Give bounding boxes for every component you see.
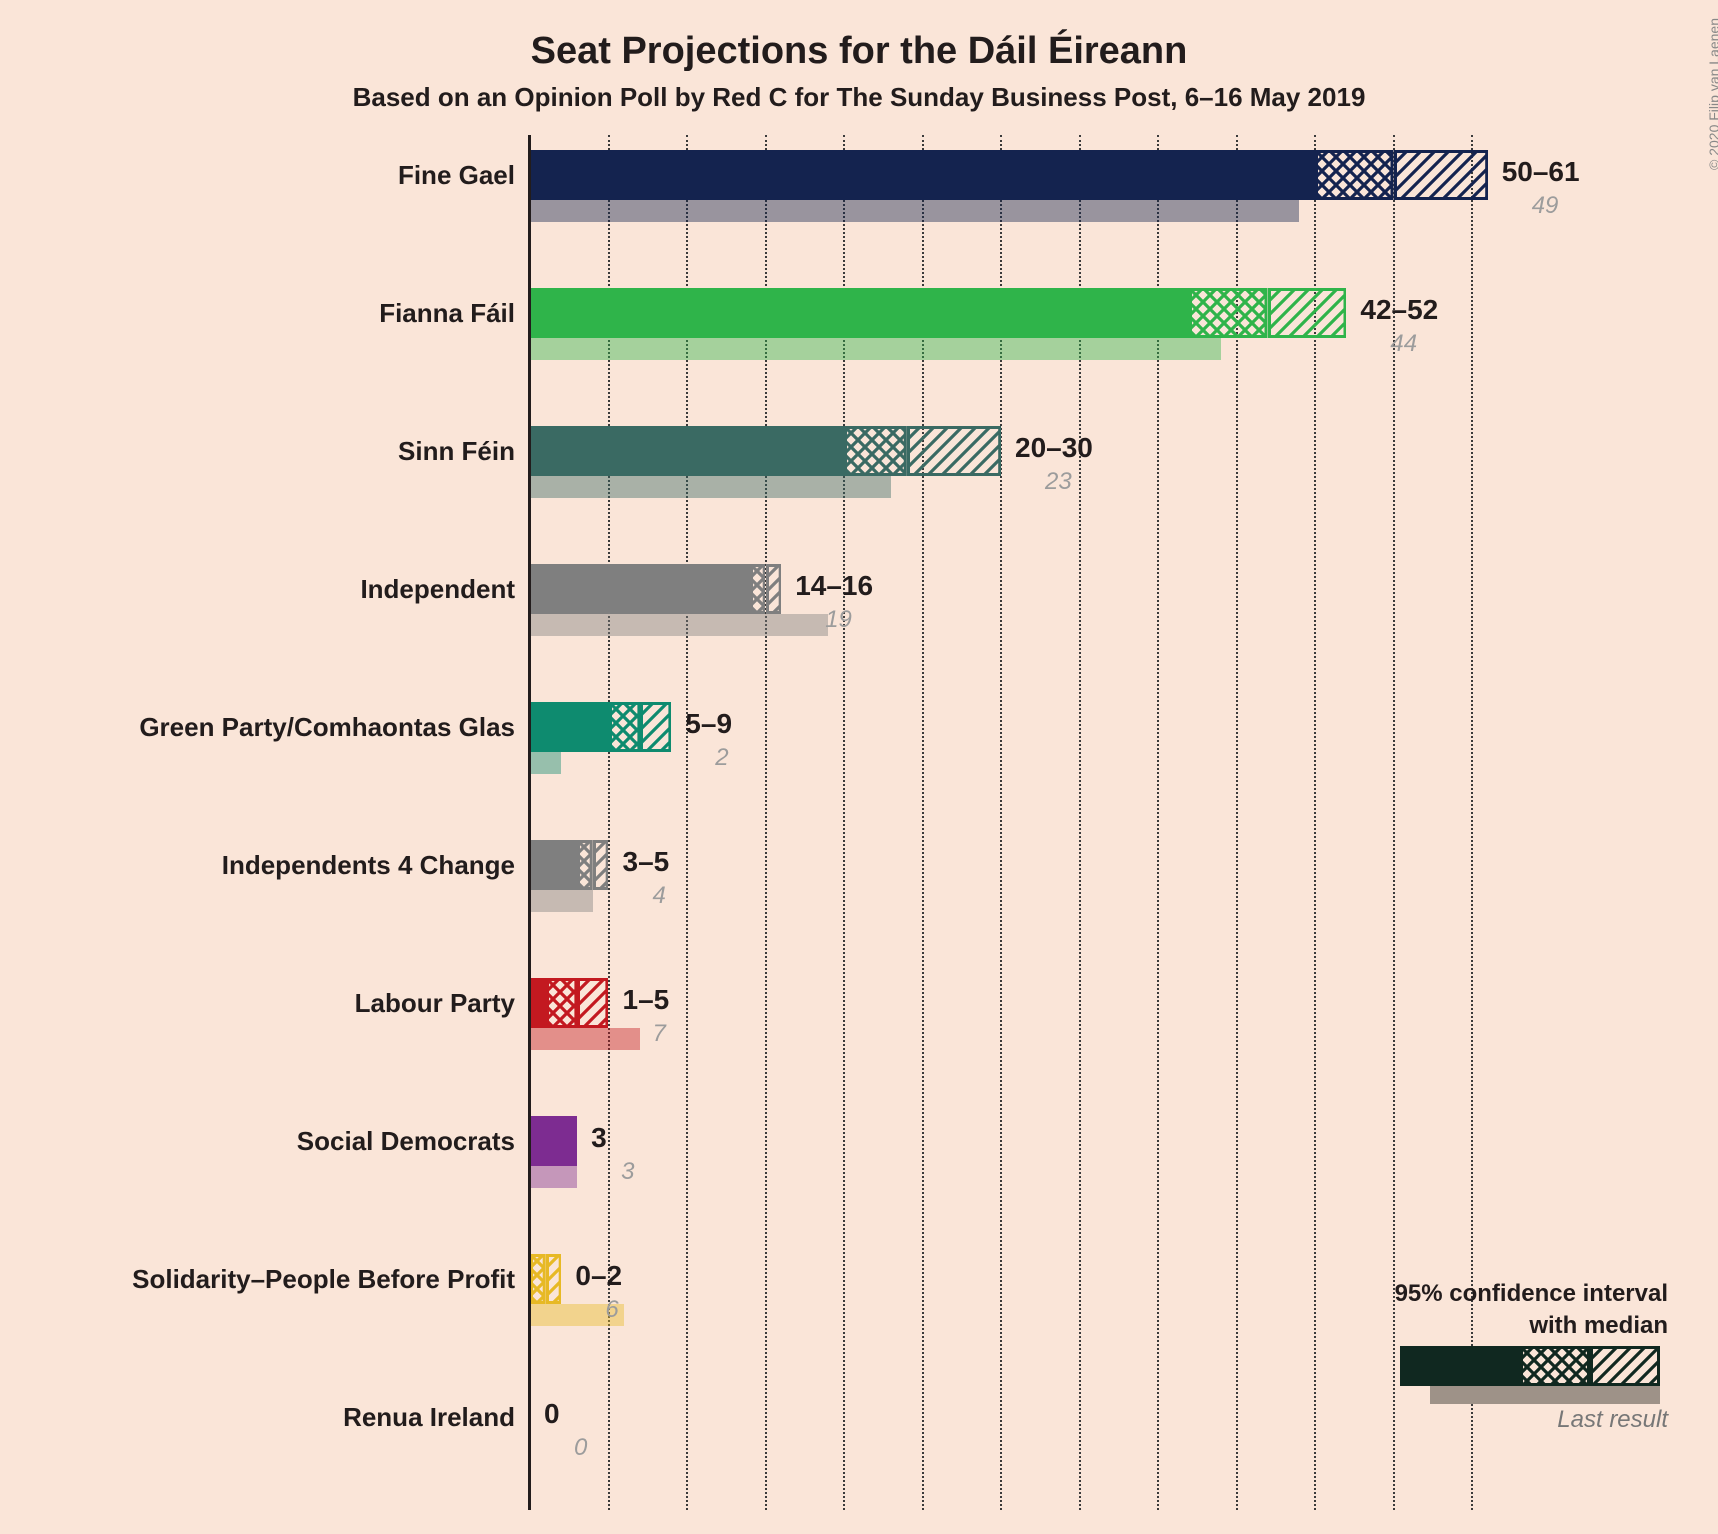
- party-label: Green Party/Comhaontas Glas: [0, 712, 515, 743]
- prev-label: 7: [653, 1020, 666, 1048]
- gridline: [1236, 135, 1238, 1510]
- party-label: Solidarity–People Before Profit: [0, 1264, 515, 1295]
- bar-previous: [530, 338, 1221, 360]
- gridline: [1314, 135, 1316, 1510]
- party-label: Social Democrats: [0, 1126, 515, 1157]
- prev-label: 0: [574, 1434, 587, 1462]
- legend-median-text: with median: [1529, 1312, 1668, 1340]
- range-label: 50–61: [1502, 156, 1580, 188]
- prev-label: 44: [1390, 330, 1417, 358]
- party-label: Fianna Fáil: [0, 298, 515, 329]
- bar-solid: [530, 1116, 577, 1166]
- range-label: 5–9: [685, 708, 732, 740]
- bar-solid: [530, 978, 546, 1028]
- range-label: 3–5: [623, 846, 670, 878]
- bar-solid: [530, 702, 609, 752]
- y-axis: [528, 135, 531, 1510]
- range-label: 1–5: [623, 984, 670, 1016]
- prev-label: 3: [621, 1158, 634, 1186]
- bar-previous: [530, 476, 891, 498]
- bar-previous: [530, 890, 593, 912]
- prev-label: 19: [825, 606, 852, 634]
- prev-label: 23: [1045, 468, 1072, 496]
- legend-prev-text: Last result: [1557, 1406, 1668, 1434]
- chart-subtitle: Based on an Opinion Poll by Red C for Th…: [0, 82, 1718, 113]
- legend-prev-icon: [1430, 1386, 1660, 1404]
- legend-solid-icon: [1400, 1346, 1520, 1386]
- range-label: 20–30: [1015, 432, 1093, 464]
- range-label: 42–52: [1360, 294, 1438, 326]
- range-label: 3: [591, 1122, 607, 1154]
- party-label: Sinn Féin: [0, 436, 515, 467]
- bar-solid: [530, 426, 844, 476]
- bar-previous: [530, 1028, 640, 1050]
- bar-solid: [530, 288, 1189, 338]
- bar-solid: [530, 150, 1315, 200]
- chart-title: Seat Projections for the Dáil Éireann: [0, 30, 1718, 73]
- bar-previous: [530, 752, 561, 774]
- range-label: 14–16: [795, 570, 873, 602]
- prev-label: 49: [1532, 192, 1559, 220]
- prev-label: 6: [605, 1296, 618, 1324]
- bar-solid: [530, 564, 750, 614]
- range-label: 0: [544, 1398, 560, 1430]
- party-label: Independent: [0, 574, 515, 605]
- range-label: 0–2: [575, 1260, 622, 1292]
- copyright-text: © 2020 Filip van Laenen: [1706, 18, 1718, 170]
- party-label: Independents 4 Change: [0, 850, 515, 881]
- party-label: Fine Gael: [0, 160, 515, 191]
- party-label: Renua Ireland: [0, 1402, 515, 1433]
- bar-previous: [530, 614, 828, 636]
- bar-previous: [530, 1166, 577, 1188]
- party-label: Labour Party: [0, 988, 515, 1019]
- bar-solid: [530, 840, 577, 890]
- legend-ci-text: 95% confidence interval: [1395, 1280, 1668, 1308]
- prev-label: 4: [653, 882, 666, 910]
- bar-previous: [530, 200, 1299, 222]
- chart-canvas: Seat Projections for the Dáil Éireann Bas…: [0, 0, 1718, 1534]
- prev-label: 2: [715, 744, 728, 772]
